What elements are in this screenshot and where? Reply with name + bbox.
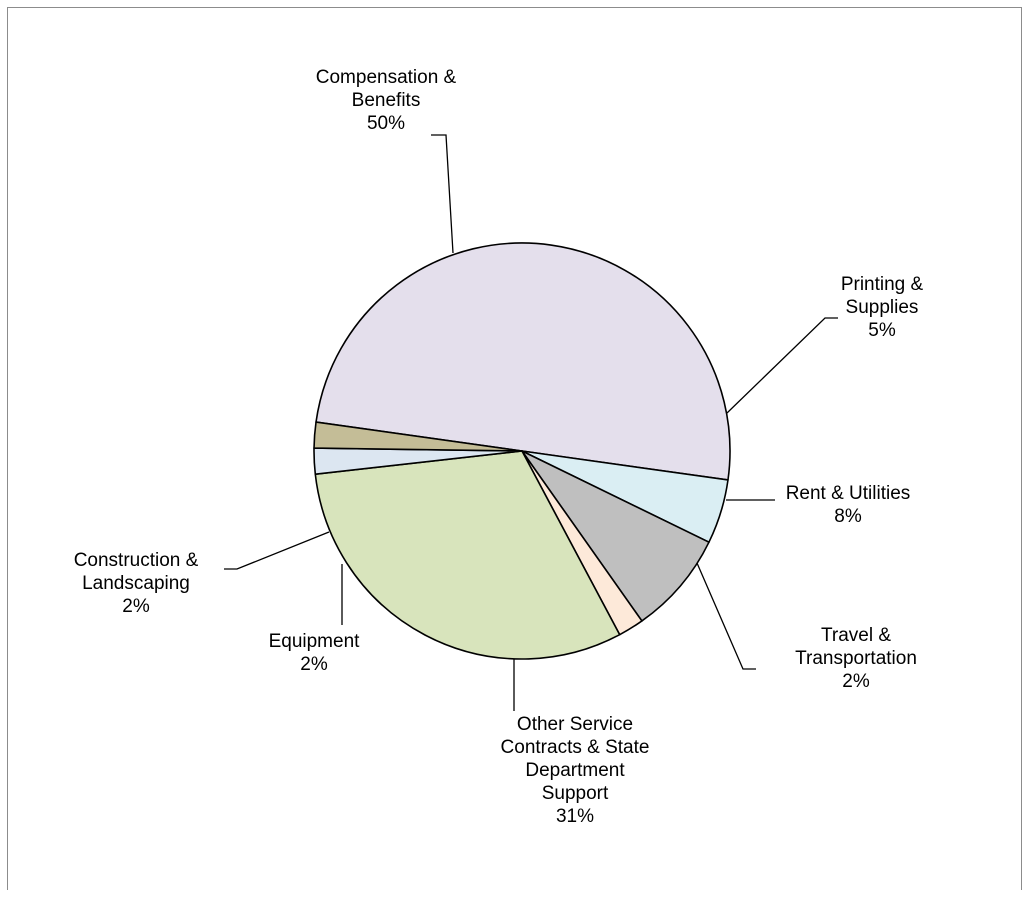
leader-line	[431, 134, 454, 254]
data-label: Printing & Supplies 5%	[841, 274, 924, 341]
data-label-line: Department	[525, 760, 625, 781]
data-label: Equipment 2%	[269, 631, 361, 675]
pie-slice-other-service-contracts-state-department-support	[314, 450, 621, 660]
data-label: Other Service Contracts & State Department…	[501, 714, 650, 827]
data-label: Construction & Landscaping 2%	[74, 550, 199, 617]
data-label-line: Supplies	[846, 297, 919, 318]
data-label: Travel & Transportation 2%	[795, 625, 917, 692]
frame-border-right	[1021, 7, 1022, 890]
data-label-line: Travel &	[821, 625, 891, 646]
pie-slice-construction-landscaping	[313, 421, 523, 452]
data-label-line: Support	[542, 783, 609, 804]
data-label: Rent & Utilities 8%	[786, 483, 911, 527]
leader-line	[726, 317, 838, 414]
data-label-line: Benefits	[352, 90, 421, 111]
data-label-line: Rent & Utilities	[786, 483, 911, 504]
pie-slice-compensation-benefits	[315, 242, 731, 481]
data-label-line: Landscaping	[82, 573, 190, 594]
data-label-line: 2%	[842, 671, 870, 692]
data-label-line: 2%	[122, 596, 150, 617]
data-label-line: Other Service	[517, 714, 633, 735]
frame-border-left	[7, 7, 8, 890]
data-label: Compensation & Benefits 50%	[316, 67, 457, 134]
data-label-line: Compensation &	[316, 67, 457, 88]
data-labels: Compensation & Benefits 50% Printing & Suppl…	[74, 67, 924, 827]
data-label-line: 50%	[367, 113, 405, 134]
frame-border-top	[7, 7, 1021, 8]
data-label-line: 31%	[556, 806, 594, 827]
leader-line	[224, 531, 330, 570]
data-label-line: Contracts & State	[501, 737, 650, 758]
data-label-line: 5%	[868, 320, 896, 341]
pie-slice-rent-utilities	[521, 450, 710, 622]
data-label-line: Equipment	[269, 631, 361, 652]
data-label-line: Printing &	[841, 274, 924, 295]
leader-line	[696, 562, 756, 670]
data-label-line: 2%	[300, 654, 328, 675]
data-label-line: 8%	[834, 506, 862, 527]
data-label-line: Construction &	[74, 550, 199, 571]
leader-lines	[224, 134, 838, 711]
data-label-line: Transportation	[795, 648, 917, 669]
pie-slices	[313, 242, 731, 660]
